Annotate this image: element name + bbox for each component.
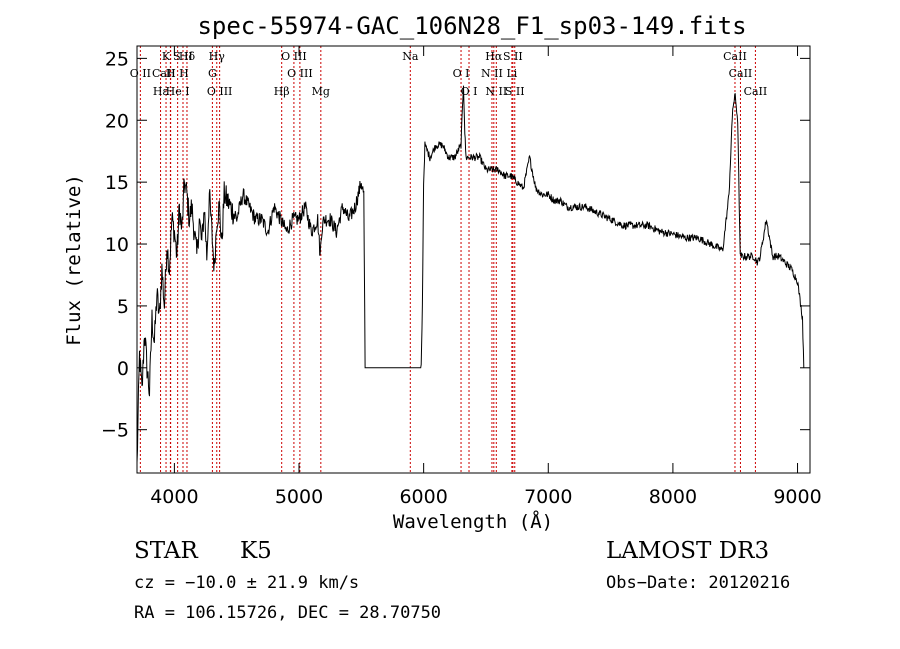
y-tick-label: −5 [101, 420, 129, 442]
line-marker-label: O III [207, 85, 233, 98]
y-tick-label: 0 [117, 358, 129, 380]
y-axis-ticks: −5 0 5 10 15 20 25 [101, 48, 810, 442]
line-marker-label: O III [281, 50, 307, 63]
x-tick-label: 4000 [150, 486, 198, 508]
y-tick-label: 10 [105, 234, 129, 256]
observation-date: Obs−Date: 20120216 [606, 573, 791, 593]
line-marker-label: CaII [744, 85, 768, 98]
line-marker-label: O II [130, 67, 151, 80]
line-marker-label: CaII H [152, 67, 189, 80]
y-tick-label: 15 [105, 172, 129, 194]
x-tick-label: 8000 [649, 486, 697, 508]
x-axis-label: Wavelength (Å) [393, 510, 553, 533]
spectrum-line [136, 85, 805, 463]
line-marker-label: H [166, 67, 176, 80]
spectrum-chart: spec-55974-GAC_106N28_F1_sp03-149.fits H… [63, 12, 822, 533]
y-tick-label: 20 [105, 110, 129, 132]
object-subclass: K5 [240, 538, 272, 564]
line-marker-label: He I [166, 85, 190, 98]
line-marker-label: Hδ [179, 50, 196, 63]
object-class: STAR [134, 538, 198, 564]
line-marker-label: O I [461, 85, 478, 98]
emission-line-markers [139, 46, 756, 473]
line-marker-label: CaII [729, 67, 753, 80]
survey-name: LAMOST DR3 [606, 538, 770, 564]
x-axis-ticks: 4000 5000 6000 7000 8000 9000 [150, 46, 822, 508]
line-marker-label: K [162, 50, 171, 63]
chart-title: spec-55974-GAC_106N28_F1_sp03-149.fits [197, 12, 746, 40]
x-tick-label: 5000 [275, 486, 323, 508]
line-marker-label: Na [402, 50, 419, 63]
redshift-line: cz = −10.0 ± 21.9 km/s [134, 573, 360, 593]
x-tick-label: 6000 [399, 486, 447, 508]
x-tick-label: 7000 [524, 486, 572, 508]
x-tick-label: 9000 [773, 486, 821, 508]
line-marker-label: Hε [153, 85, 169, 98]
plot-frame [136, 45, 811, 474]
line-marker-label: Li [506, 67, 517, 80]
y-tick-label: 25 [105, 48, 129, 70]
line-marker-label: O III [287, 67, 313, 80]
line-marker-label: N II [485, 85, 507, 98]
spectrum-series [136, 85, 805, 463]
y-axis-label: Flux (relative) [63, 174, 85, 346]
line-marker-label: N II [481, 67, 503, 80]
y-tick-label: 5 [117, 296, 129, 318]
line-marker-label: Hγ [209, 50, 226, 63]
line-marker-label: CaII [723, 50, 747, 63]
line-marker-label: Mg [312, 85, 330, 98]
line-marker-label: S II [173, 50, 193, 63]
coordinates-line: RA = 106.15726, DEC = 28.70750 [134, 603, 442, 623]
line-marker-label: Hα [485, 50, 503, 63]
line-marker-label: O I [453, 67, 470, 80]
line-marker-label: G [208, 67, 217, 80]
line-marker-label: S II [505, 85, 525, 98]
line-marker-label: Hβ [274, 85, 290, 98]
line-marker-label: S II [503, 50, 523, 63]
